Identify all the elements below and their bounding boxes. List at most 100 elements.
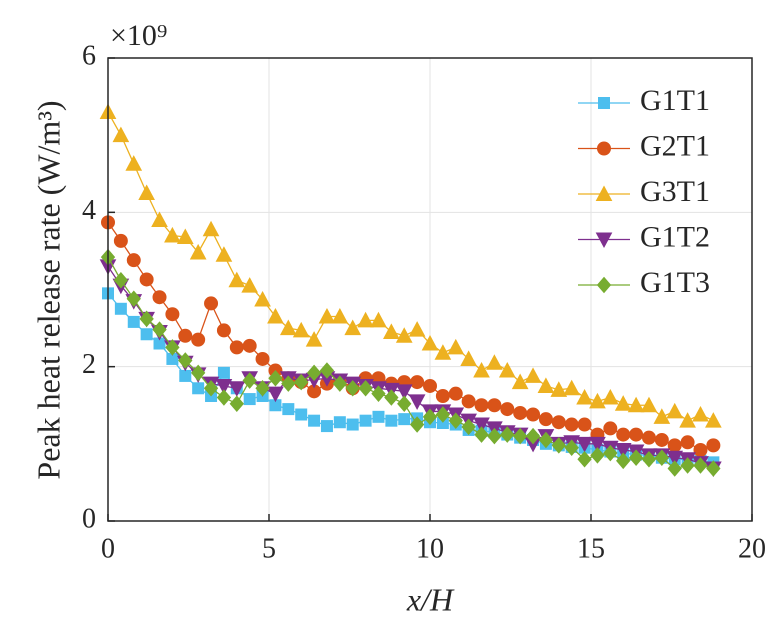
x-tick-label: 5: [262, 533, 276, 564]
marker: [397, 395, 412, 412]
marker: [679, 412, 696, 428]
marker: [461, 418, 476, 436]
marker: [422, 408, 438, 426]
y-axis-label: Peak heat release rate (W/m³): [30, 100, 66, 479]
marker: [576, 436, 593, 453]
marker: [152, 321, 167, 338]
marker: [358, 380, 373, 397]
x-tick-label: 20: [738, 533, 766, 564]
marker: [165, 307, 180, 322]
marker: [112, 126, 130, 143]
marker: [577, 451, 592, 468]
marker: [473, 417, 490, 434]
marker: [603, 421, 618, 436]
y-tick-label: 4: [82, 195, 96, 226]
marker: [320, 420, 333, 433]
marker: [113, 271, 129, 289]
marker: [242, 372, 257, 389]
marker: [191, 332, 206, 347]
marker: [706, 460, 721, 477]
marker: [551, 415, 566, 430]
marker: [563, 379, 581, 396]
marker: [282, 403, 295, 416]
marker: [628, 449, 644, 466]
marker: [525, 427, 541, 445]
marker: [666, 450, 684, 467]
marker: [215, 246, 233, 262]
x-axis-label: x/H: [406, 581, 455, 617]
marker: [254, 290, 271, 307]
marker: [126, 253, 141, 268]
marker: [693, 443, 708, 458]
marker: [178, 328, 193, 343]
marker: [138, 184, 155, 201]
series: [99, 103, 722, 428]
marker: [243, 393, 256, 406]
marker: [448, 386, 463, 401]
marker: [215, 378, 233, 395]
marker: [511, 373, 529, 390]
marker: [500, 402, 515, 417]
marker: [345, 380, 360, 397]
marker: [229, 340, 244, 355]
marker: [627, 396, 645, 413]
marker: [294, 373, 309, 391]
x-tick-label: 15: [577, 533, 605, 564]
marker: [228, 271, 246, 288]
marker: [267, 386, 284, 403]
marker: [217, 366, 230, 379]
marker: [202, 220, 220, 237]
marker: [447, 338, 465, 355]
marker: [332, 375, 348, 392]
marker: [357, 311, 374, 328]
marker: [434, 344, 452, 360]
marker: [603, 444, 618, 462]
marker: [255, 380, 270, 397]
marker: [127, 315, 140, 328]
marker: [268, 369, 283, 387]
marker: [667, 438, 682, 453]
marker: [616, 452, 631, 470]
marker: [601, 388, 619, 405]
marker: [538, 412, 553, 427]
marker: [306, 364, 322, 382]
marker: [228, 381, 246, 397]
marker: [590, 447, 605, 464]
marker: [371, 385, 386, 402]
marker: [384, 389, 399, 406]
marker: [331, 307, 349, 324]
marker: [385, 414, 398, 427]
legend-label: G2T1: [640, 129, 710, 162]
marker: [512, 427, 528, 445]
marker: [595, 232, 613, 249]
marker: [524, 367, 542, 383]
marker: [589, 392, 606, 409]
marker: [203, 380, 219, 397]
marker: [216, 389, 232, 406]
marker: [498, 361, 516, 378]
marker: [487, 398, 502, 413]
marker: [318, 307, 336, 324]
marker: [125, 155, 143, 171]
marker: [126, 290, 141, 308]
marker: [333, 416, 346, 429]
marker: [576, 388, 593, 405]
marker: [359, 414, 372, 427]
marker: [408, 321, 426, 337]
marker: [680, 435, 695, 450]
marker: [229, 395, 244, 412]
legend-label: G1T1: [640, 84, 710, 117]
marker: [204, 296, 219, 311]
marker: [114, 302, 127, 315]
marker: [410, 375, 425, 390]
marker: [693, 457, 708, 474]
marker: [398, 413, 411, 426]
marker: [616, 427, 631, 442]
marker: [216, 323, 231, 338]
marker: [140, 328, 153, 341]
marker: [423, 378, 437, 393]
marker: [255, 351, 270, 366]
marker: [189, 243, 207, 260]
legend-label: G1T2: [640, 220, 710, 253]
marker: [654, 432, 669, 447]
